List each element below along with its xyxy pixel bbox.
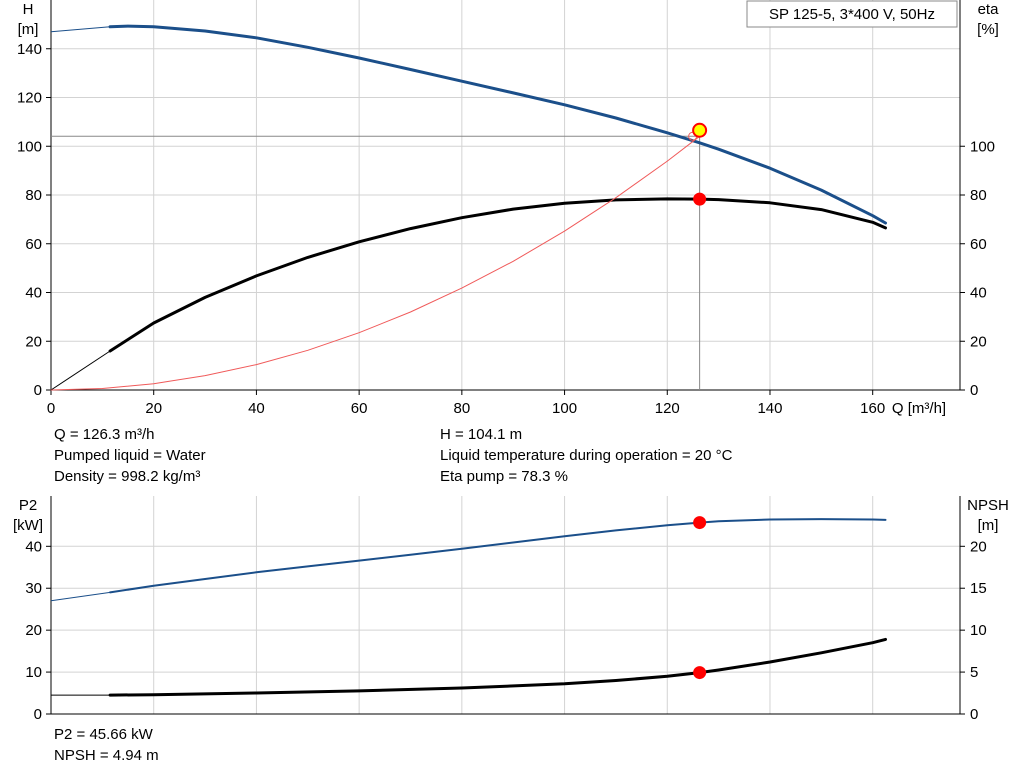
x-tick-label: 0 [47,400,55,417]
head-readout: H = 104.1 m [440,426,523,443]
left-tick-label: 30 [25,580,42,597]
left-tick-label: 80 [25,187,42,204]
chart-title: SP 125-5, 3*400 V, 50Hz [769,6,935,23]
right-tick-label: 60 [970,236,987,253]
left-tick-label: 10 [25,664,42,681]
info-right-top: H = 104.1 m Liquid temperature during op… [440,424,732,487]
p2-readout: P2 = 45.66 kW [54,726,153,743]
left-axis-unit: [kW] [13,517,43,534]
head-extension [50,26,111,33]
right-tick-label: 100 [970,138,995,155]
title-box [746,0,958,28]
left-tick-label: 100 [17,138,42,155]
left-tick-label: 140 [17,41,42,58]
right-tick-label: 40 [970,285,987,302]
info-left-top: Q = 126.3 m³/h Pumped liquid = Water Den… [54,424,206,487]
left-tick-label: 120 [17,90,42,107]
right-axis-unit: [m] [978,517,999,534]
left-tick-label: 20 [25,333,42,350]
left-tick-label: 0 [34,706,42,723]
x-tick-label: 20 [145,400,162,417]
power-duty-point [693,516,707,530]
x-tick-label: 100 [552,400,577,417]
right-tick-label: 5 [970,664,978,681]
right-tick-label: 0 [970,382,978,399]
head-curve [108,24,887,225]
density-readout: Density = 998.2 kg/m³ [54,468,201,485]
right-tick-label: 20 [970,538,987,555]
left-tick-label: 60 [25,236,42,253]
x-axis-title: Q [m³/h] [892,400,946,417]
right-tick-label: 0 [970,706,978,723]
x-tick-label: 120 [655,400,680,417]
eta-readout: Eta pump = 78.3 % [440,468,568,485]
left-tick-label: 20 [25,622,42,639]
left-tick-label: 0 [34,382,42,399]
right-tick-label: 10 [970,622,987,639]
power-curve [109,518,887,594]
x-tick-label: 160 [860,400,885,417]
pumped-liquid-readout: Pumped liquid = Water [54,447,206,464]
left-axis-title: H [23,1,34,18]
duty-point-marker [692,122,708,138]
efficiency-duty-point [693,192,707,206]
right-axis-unit: [%] [977,21,999,38]
right-axis-title: NPSH [967,497,1009,514]
power-npsh-chart: 0 10 20 30 40 0 5 10 15 20 P2 [kW] NPSH [m] [13,496,1009,723]
left-axis-unit: [m] [18,21,39,38]
left-tick-label: 40 [25,538,42,555]
system-curve-curve [50,135,701,391]
npsh-curve [108,637,887,697]
right-tick-label: 80 [970,187,987,204]
npsh-readout: NPSH = 4.94 m [54,747,159,764]
right-tick-label: 20 [970,333,987,350]
temperature-readout: Liquid temperature during operation = 20… [440,447,733,464]
x-tick-label: 140 [757,400,782,417]
efficiency-extension [50,350,111,391]
right-axis-title: eta [978,1,1000,18]
power-extension [50,591,111,602]
right-tick-label: 15 [970,580,987,597]
x-tick-label: 80 [454,400,471,417]
info-bottom: P2 = 45.66 kW NPSH = 4.94 m [54,724,159,766]
left-axis-title: P2 [19,497,37,514]
flow-readout: Q = 126.3 m³/h [54,426,155,443]
efficiency-curve [108,197,887,353]
x-tick-label: 60 [351,400,368,417]
left-tick-label: 40 [25,285,42,302]
head-efficiency-chart: 0 20 40 60 80 100 120 140 0 20 40 60 80 100 H [m] eta [%]… [17,0,999,417]
x-tick-label: 40 [248,400,265,417]
npsh-duty-point [693,666,707,680]
